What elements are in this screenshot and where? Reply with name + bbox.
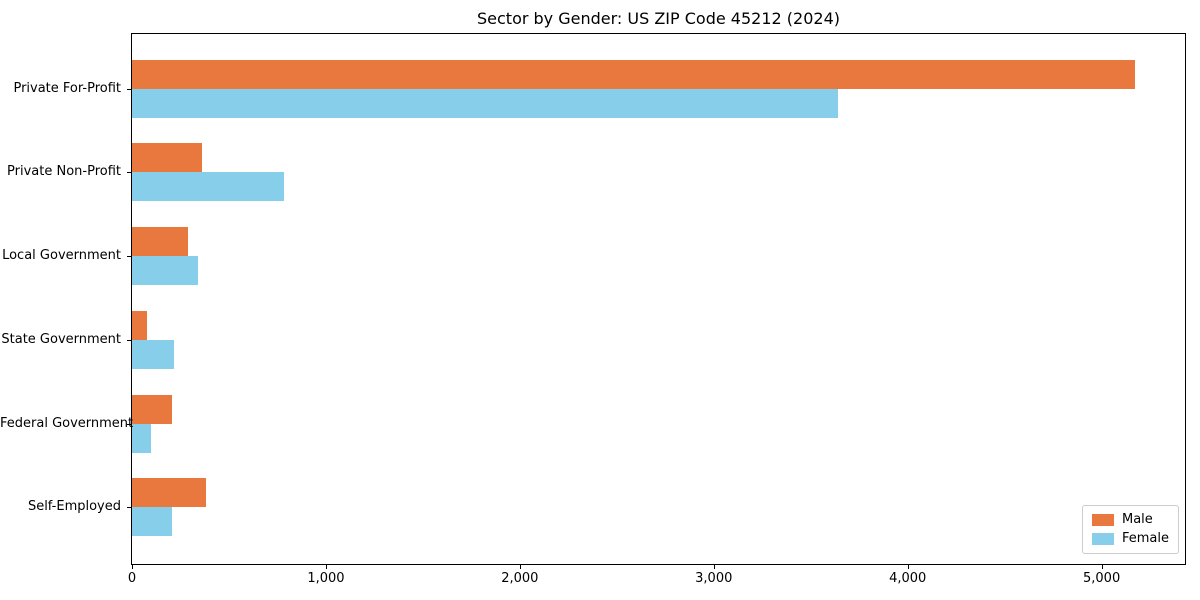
y-axis-tick-mark bbox=[127, 172, 131, 174]
bar-female-private-non-profit bbox=[132, 172, 285, 202]
y-axis-tick-label: Private Non-Profit bbox=[7, 164, 121, 180]
bar-female-self-employed bbox=[132, 507, 172, 537]
x-axis-tick-label: 0 bbox=[127, 571, 137, 586]
x-axis-tick-label: 2,000 bbox=[501, 571, 539, 586]
y-axis-tick-label: Self-Employed bbox=[27, 499, 121, 515]
bar-male-federal-government bbox=[132, 394, 172, 424]
bar-male-private-for-profit bbox=[132, 59, 1135, 89]
x-axis-tick-label: 1,000 bbox=[307, 571, 345, 586]
legend-label: Female bbox=[1121, 531, 1169, 546]
y-axis-tick-mark bbox=[127, 423, 131, 425]
x-axis-tick-mark bbox=[519, 565, 521, 569]
y-axis-tick-mark bbox=[127, 339, 131, 341]
x-axis-tick-mark bbox=[1101, 565, 1103, 569]
x-axis-tick-mark bbox=[325, 565, 327, 569]
bar-male-self-employed bbox=[132, 478, 206, 508]
y-axis-tick-mark bbox=[127, 507, 131, 509]
y-axis-tick-label: Federal Government bbox=[0, 415, 134, 431]
chart-title: Sector by Gender: US ZIP Code 45212 (202… bbox=[477, 9, 840, 28]
x-axis-tick-mark bbox=[132, 565, 133, 569]
legend-item-male: Male bbox=[1091, 512, 1169, 527]
y-axis-tick-label: State Government bbox=[1, 331, 121, 347]
x-axis-tick-label: 4,000 bbox=[889, 571, 927, 586]
x-axis-tick-label: 3,000 bbox=[695, 571, 733, 586]
legend-swatch-male bbox=[1091, 514, 1114, 526]
legend-swatch-female bbox=[1091, 533, 1114, 545]
x-axis-tick-mark bbox=[907, 565, 909, 569]
y-axis-tick-mark bbox=[127, 88, 131, 90]
bar-male-private-non-profit bbox=[132, 143, 202, 173]
bar-male-state-government bbox=[132, 310, 147, 340]
legend: Male Female bbox=[1081, 505, 1179, 554]
plot-area bbox=[131, 33, 1186, 565]
y-axis-tick-mark bbox=[127, 256, 131, 258]
bar-female-state-government bbox=[132, 339, 174, 369]
y-axis-tick-label: Private For-Profit bbox=[13, 80, 121, 96]
bar-female-local-government bbox=[132, 256, 198, 286]
x-axis-tick-label: 5,000 bbox=[1083, 571, 1121, 586]
bar-female-federal-government bbox=[132, 423, 152, 453]
y-axis-tick-label: Local Government bbox=[2, 248, 121, 264]
bar-female-private-for-profit bbox=[132, 88, 838, 118]
x-axis-tick-mark bbox=[713, 565, 715, 569]
legend-item-female: Female bbox=[1091, 531, 1169, 546]
legend-label: Male bbox=[1121, 512, 1153, 527]
bar-male-local-government bbox=[132, 227, 189, 257]
